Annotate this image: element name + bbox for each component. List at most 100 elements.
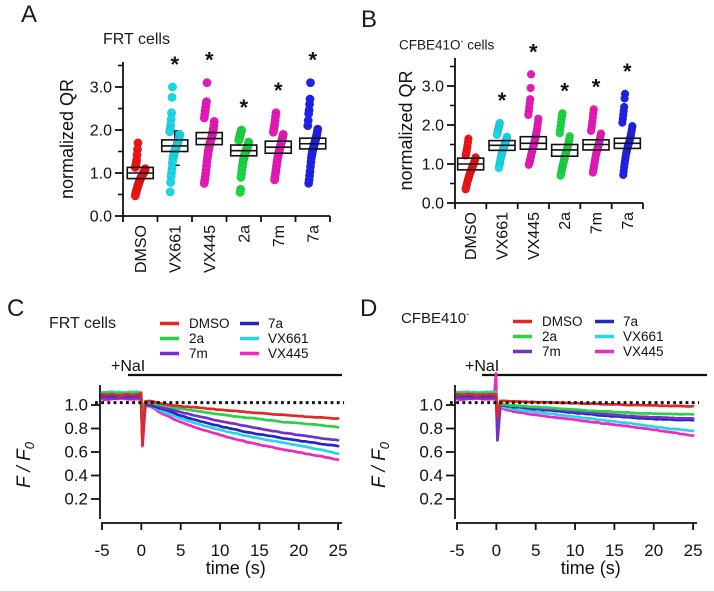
svg-text:3.0: 3.0 [422,79,444,96]
stimulus-label: +NaI [111,358,145,375]
category-label: 7m [271,225,288,247]
legend-label-dmso: DMSO [189,316,230,331]
svg-text:1.0: 1.0 [422,157,444,174]
legend-label-2a: 2a [189,331,205,346]
significance-star: * [274,78,283,103]
svg-text:0: 0 [137,541,146,560]
x-axis-label: time (s) [206,558,266,578]
svg-text:1.0: 1.0 [64,396,88,415]
legend-label-vx445: VX445 [268,346,309,361]
significance-star: * [239,95,248,120]
panel-a-title: FRT cells [103,31,170,48]
significance-star: * [498,88,507,113]
significance-star: * [170,52,179,77]
svg-text:0.6: 0.6 [64,443,88,462]
svg-text:0: 0 [492,541,501,560]
group-7a: 7a * [613,59,642,230]
svg-text:0.4: 0.4 [64,466,88,485]
trace-2a [100,391,340,429]
trace-7m [100,396,340,444]
svg-text:10: 10 [566,541,585,560]
category-label: VX661 [495,212,512,260]
panel-a-letter: A [21,1,38,28]
y-axis-label: normalized QR [396,70,416,190]
panel-c-axes: 0.2 0.4 0.6 0.8 1.0 -5 0 5 10 15 20 25 time (s) F / F… [14,358,348,578]
legend-label-vx445: VX445 [623,344,664,359]
legend-label-7m: 7m [189,346,208,361]
group-7m: 7m * [264,78,293,247]
legend-label-dmso: DMSO [542,314,583,329]
svg-text:10: 10 [211,541,230,560]
svg-text:25: 25 [684,541,703,560]
panel-b-axes: 0.0 1.0 2.0 3.0 normalized QR [396,58,644,213]
trace-vx445 [455,371,695,442]
group-vx445: VX445 * [519,39,548,260]
svg-text:0.8: 0.8 [419,419,443,438]
category-label: 7m [589,212,606,234]
svg-text:0.4: 0.4 [419,466,443,485]
significance-star: * [560,78,569,103]
svg-text:25: 25 [329,541,348,560]
group-vx661: VX661 * [488,88,516,260]
panel-d-title-base: CFBE410 [401,310,467,327]
svg-text:15: 15 [250,541,269,560]
svg-text:-5: -5 [449,541,464,560]
panel-b-title-suffix: cells [463,37,495,53]
significance-star: * [592,74,601,99]
panel-d-letter: D [360,295,378,322]
category-label: VX445 [526,212,543,260]
svg-text:0.2: 0.2 [419,490,443,509]
category-label: VX445 [202,225,219,273]
group-vx661: VX661 * [160,52,189,273]
svg-text:0.6: 0.6 [419,443,443,462]
trace-vx661 [100,390,340,456]
significance-star: * [529,39,538,64]
svg-text:-5: -5 [94,541,109,560]
group-2a: 2a * [229,95,258,243]
stimulus-label: +NaI [465,358,499,375]
group-2a: 2a * [550,78,579,230]
panel-d-title: CFBE410- [401,309,469,327]
y-axis-label: F / F0 [369,441,392,488]
legend-label-2a: 2a [542,329,558,344]
panel-b-title-base: CFBE41O [399,37,461,53]
trace-vx661 [455,390,695,433]
svg-text:0.0: 0.0 [422,196,444,213]
panel-d-line-plot: 0.2 0.4 0.6 0.8 1.0 -5 0 5 10 15 20 25 time (s) F / F… [369,314,707,578]
significance-star: * [205,48,214,73]
trace-vx445 [100,397,340,461]
category-label: VX661 [167,225,184,273]
legend-label-vx661: VX661 [623,329,664,344]
legend-label-vx661: VX661 [268,331,309,346]
legend-label-7a: 7a [268,316,284,331]
svg-text:5: 5 [531,541,540,560]
svg-text:5: 5 [176,541,185,560]
y-axis-label: F / F0 [14,441,37,488]
y-axis-label: normalized QR [57,79,77,199]
svg-text:0.0: 0.0 [90,209,112,226]
category-label: DMSO [133,225,150,273]
panel-d-axes: 0.2 0.4 0.6 0.8 1.0 -5 0 5 10 15 20 25 time (s) F / F… [369,358,707,578]
category-label: 2a [557,212,574,230]
svg-text:1.0: 1.0 [90,166,112,183]
svg-text:1.0: 1.0 [419,396,443,415]
trace-7a [100,394,340,448]
panel-b-title-sup: - [460,36,464,46]
svg-text:2.0: 2.0 [90,123,112,140]
panel-c-title: FRT cells [49,315,116,332]
group-dmso: DMSO [456,134,485,260]
trace-7m [455,396,695,442]
svg-text:15: 15 [605,541,624,560]
category-label: 7a [305,225,322,243]
panel-c-line-plot: 0.2 0.4 0.6 0.8 1.0 -5 0 5 10 15 20 25 time (s) F / F… [14,316,348,578]
category-label: 7a [620,212,637,230]
svg-text:2.0: 2.0 [422,118,444,135]
significance-star: * [308,48,317,73]
panel-a-axes: 0.0 1.0 2.0 3.0 normalized QR [57,62,331,226]
svg-text:20: 20 [289,541,308,560]
